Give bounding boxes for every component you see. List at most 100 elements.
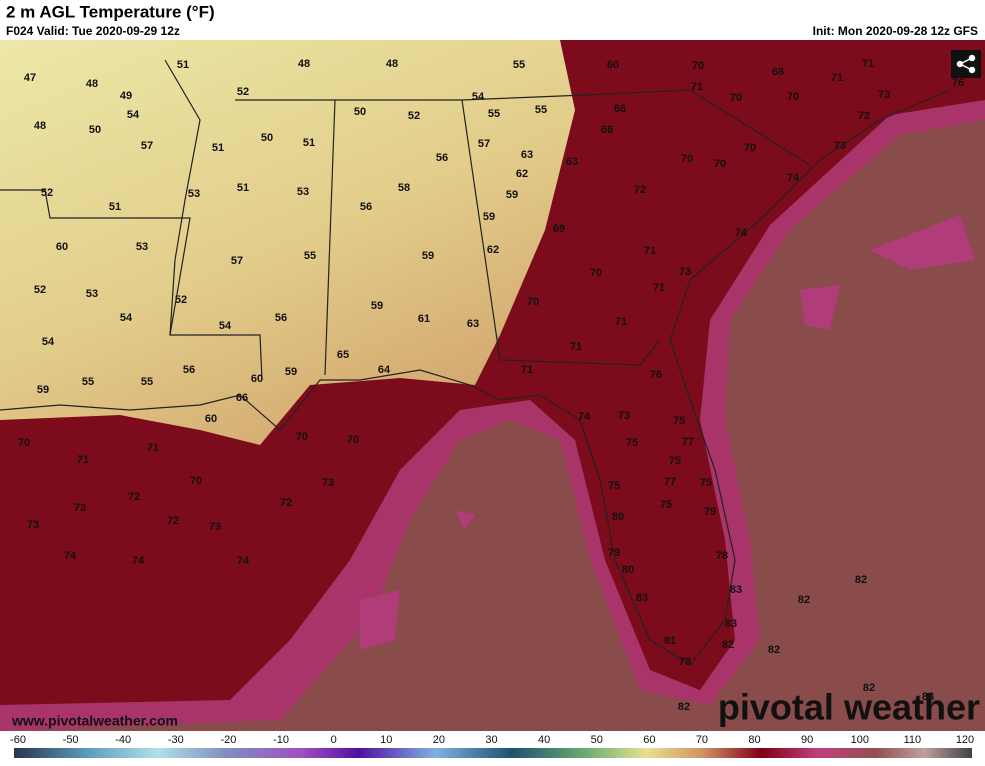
temperature-label: 75: [700, 477, 712, 489]
temperature-label: 72: [634, 184, 646, 196]
temperature-label: 64: [378, 364, 391, 376]
temperature-label: 76: [650, 369, 662, 381]
cool-region: [0, 40, 575, 445]
temperature-label: 52: [34, 284, 46, 296]
temperature-label: 58: [398, 182, 410, 194]
temperature-label: 66: [601, 124, 613, 136]
temperature-label: 80: [612, 511, 624, 523]
temperature-label: 48: [34, 120, 46, 132]
temperature-label: 55: [82, 376, 94, 388]
title: 2 m AGL Temperature (°F): [6, 2, 215, 21]
temperature-label: 61: [418, 313, 430, 325]
temperature-label: 62: [487, 244, 499, 256]
colorbar-tick-label: 10: [380, 734, 392, 746]
temperature-label: 76: [952, 77, 964, 89]
temperature-label: 59: [37, 384, 49, 396]
temperature-label: 71: [147, 442, 159, 454]
valid-time: F024 Valid: Tue 2020-09-29 12z: [6, 24, 180, 38]
temperature-label: 55: [513, 59, 525, 71]
colorbar-tick-label: 30: [485, 734, 497, 746]
temperature-label: 74: [787, 172, 800, 184]
temperature-label: 73: [74, 502, 86, 514]
temperature-label: 70: [692, 60, 704, 72]
temperature-label: 56: [360, 201, 372, 213]
temperature-label: 75: [608, 480, 620, 492]
temperature-label: 70: [787, 91, 799, 103]
colorbar-tick-label: -50: [63, 734, 79, 746]
temperature-label: 79: [608, 547, 620, 559]
temperature-label: 48: [86, 78, 98, 90]
temperature-label: 70: [527, 296, 539, 308]
temperature-label: 62: [516, 168, 528, 180]
colorbar-tick-label: -10: [273, 734, 289, 746]
temperature-label: 55: [304, 250, 316, 262]
temperature-label: 60: [607, 59, 619, 71]
temperature-label: 79: [704, 506, 716, 518]
share-icon: [956, 54, 976, 74]
temperature-label: 57: [478, 138, 490, 150]
temperature-label: 83: [636, 592, 648, 604]
temperature-label: 51: [177, 59, 189, 71]
temperature-label: 56: [183, 364, 195, 376]
temperature-label: 52: [408, 110, 420, 122]
temperature-label: 73: [209, 521, 221, 533]
temperature-label: 74: [735, 227, 748, 239]
temperature-label: 71: [77, 454, 89, 466]
temperature-label: 54: [472, 91, 485, 103]
temperature-label: 70: [347, 434, 359, 446]
temperature-label: 69: [553, 223, 565, 235]
colorbar-tick-label: 20: [433, 734, 445, 746]
temperature-label: 57: [141, 140, 153, 152]
colorbar-tick-label: -60: [10, 734, 26, 746]
temperature-label: 74: [64, 550, 77, 562]
temperature-label: 78: [679, 656, 691, 668]
borders: [0, 59, 951, 666]
temperature-label: 70: [744, 142, 756, 154]
colorbar-tick-label: 70: [696, 734, 708, 746]
temperature-label: 56: [275, 312, 287, 324]
temperature-label: 54: [120, 312, 133, 324]
temperature-label: 54: [42, 336, 55, 348]
temperature-label: 83: [725, 618, 737, 630]
temperature-label: 56: [436, 152, 448, 164]
temperature-label: 50: [354, 106, 366, 118]
temperature-label: 52: [175, 294, 187, 306]
temperature-label: 83: [922, 691, 934, 703]
temperature-label: 51: [109, 201, 121, 213]
colorbar-tick-label: -20: [220, 734, 236, 746]
temperature-label: 47: [24, 72, 36, 84]
temperature-label: 51: [303, 137, 315, 149]
temperature-label: 70: [681, 153, 693, 165]
temperature-label: 53: [86, 288, 98, 300]
temperature-label: 51: [212, 142, 224, 154]
brand: pivotal weather: [718, 687, 980, 728]
temperature-label: 53: [297, 186, 309, 198]
temperature-label: 71: [653, 282, 665, 294]
temperature-label: 48: [386, 58, 398, 70]
temperature-label: 82: [768, 644, 780, 656]
share-button[interactable]: [951, 50, 981, 78]
temperature-label: 70: [730, 92, 742, 104]
temperature-label: 68: [772, 66, 784, 78]
map: 47 48 49 51 48 48 55 60 70 68 71 71 76 48 50 54 57 52 51 50…: [0, 40, 985, 731]
temperature-label: 71: [570, 341, 582, 353]
temperature-label: 75: [669, 455, 681, 467]
colorbar-tick-label: 40: [538, 734, 550, 746]
warm-region: [0, 40, 985, 705]
temperature-label: 66: [614, 103, 626, 115]
temperature-label: 73: [27, 519, 39, 531]
colorbar-tick-label: 120: [956, 734, 974, 746]
temperature-label: 72: [858, 110, 870, 122]
temperature-label: 51: [237, 182, 249, 194]
colorbar: -60 -50 -40 -30 -20 -10 0 10 20 30 40 50 60 70 80 90 100…: [10, 734, 974, 758]
temperature-label: 53: [136, 241, 148, 253]
temperature-label: 71: [644, 245, 656, 257]
temperature-label: 75: [660, 499, 672, 511]
temperature-label: 82: [863, 682, 875, 694]
temperature-label: 74: [237, 555, 250, 567]
warm-spots: [360, 215, 975, 650]
temperature-label: 71: [691, 81, 703, 93]
share-icon-bg[interactable]: [951, 50, 981, 78]
temperature-label: 48: [298, 58, 310, 70]
